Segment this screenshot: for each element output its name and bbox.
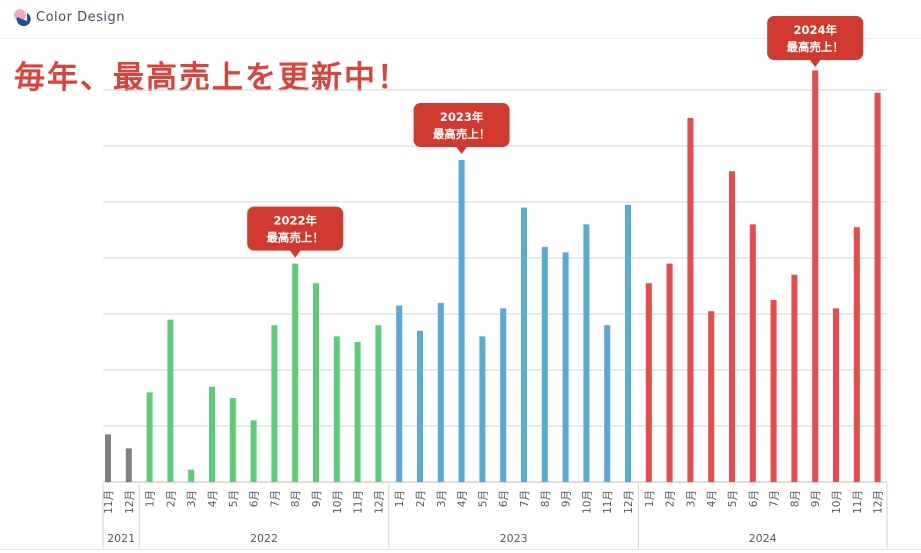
x-tick-label: 3月: [685, 490, 697, 507]
bar: [250, 420, 257, 482]
x-tick-label: 10月: [332, 490, 344, 514]
bar: [853, 227, 860, 482]
x-tick-label: 7月: [269, 490, 281, 507]
x-tick-label: 12月: [873, 490, 885, 514]
bar: [666, 263, 673, 482]
bar: [812, 70, 819, 483]
bar: [333, 336, 340, 482]
bar: [209, 386, 215, 482]
callout-text: 最高売上！: [433, 127, 491, 141]
bar: [500, 308, 507, 482]
bar: [229, 398, 236, 482]
x-tick-label: 5月: [727, 490, 739, 507]
bar: [749, 224, 756, 482]
bar: [313, 283, 319, 482]
x-tick-label: 5月: [477, 490, 489, 507]
bar: [479, 336, 486, 482]
year-label: 2022: [250, 532, 278, 545]
x-tick-label: 11月: [602, 490, 614, 514]
callout-box: [247, 206, 344, 251]
x-tick-label: 3月: [436, 490, 448, 507]
x-tick-label: 4月: [457, 490, 469, 507]
x-tick-label: 8月: [789, 490, 801, 507]
x-tick-label: 5月: [228, 490, 240, 507]
x-tick-label: 9月: [561, 490, 573, 507]
bar: [437, 302, 444, 482]
x-tick-label: 3月: [186, 490, 198, 507]
callout-pointer: [289, 249, 302, 258]
bar: [188, 469, 195, 482]
x-tick-label: 1月: [394, 490, 406, 507]
bar: [105, 434, 111, 482]
callout-pointer: [809, 59, 822, 67]
x-tick-label: 6月: [748, 490, 760, 507]
callout-pointer: [455, 146, 468, 154]
bar: [833, 308, 839, 482]
bar: [770, 300, 777, 482]
bar: [645, 283, 652, 482]
bar: [292, 263, 299, 482]
bar: [146, 392, 153, 482]
app-header: Color Design: [0, 0, 921, 39]
x-tick-label: 8月: [290, 490, 302, 507]
x-tick-label: 11月: [103, 490, 115, 514]
x-tick-label: 8月: [540, 490, 552, 507]
bar: [271, 325, 278, 482]
color-design-logo-icon: [14, 9, 31, 27]
x-tick-label: 1月: [644, 490, 656, 507]
bar: [521, 207, 527, 482]
x-tick-label: 10月: [581, 490, 593, 514]
x-tick-label: 2月: [165, 490, 177, 507]
x-tick-label: 11月: [353, 490, 365, 514]
x-tick-label: 6月: [498, 490, 510, 507]
x-tick-label: 2月: [415, 490, 427, 507]
bar: [729, 171, 735, 482]
bar: [791, 274, 798, 482]
x-tick-label: 7月: [769, 490, 781, 507]
x-tick-label: 9月: [311, 490, 323, 507]
bar: [375, 325, 382, 482]
callout-year: 2022年: [273, 214, 317, 228]
bar: [562, 252, 569, 482]
callout-text: 最高売上！: [786, 40, 844, 54]
x-tick-label: 12月: [124, 490, 136, 514]
bar: [541, 246, 548, 482]
callout-box: [413, 103, 510, 147]
callout-year: 2024年: [793, 23, 837, 37]
brand-name: Color Design: [36, 10, 125, 25]
bar: [167, 319, 174, 482]
x-tick-label: 12月: [623, 490, 635, 514]
year-label: 2024: [749, 532, 777, 545]
year-label: 2021: [107, 532, 135, 545]
x-tick-label: 6月: [249, 490, 261, 507]
bar: [625, 204, 631, 483]
bar: [687, 118, 694, 482]
callout-year: 2023年: [440, 110, 484, 124]
x-tick-label: 7月: [519, 490, 531, 507]
x-tick-label: 2月: [665, 490, 677, 507]
bar: [708, 311, 715, 482]
bar: [604, 325, 611, 482]
x-tick-label: 10月: [831, 490, 843, 514]
bar: [396, 305, 403, 482]
x-tick-label: 9月: [810, 490, 822, 507]
x-tick-label: 12月: [373, 490, 385, 514]
callout-text: 最高売上！: [266, 231, 324, 245]
callout-box: [767, 16, 864, 60]
x-tick-label: 1月: [145, 490, 157, 507]
bar: [354, 342, 361, 482]
bar: [417, 330, 423, 482]
divider: [0, 549, 921, 550]
year-label: 2023: [500, 532, 528, 545]
bar: [583, 224, 590, 482]
x-tick-label: 4月: [706, 490, 718, 507]
bar: [874, 92, 881, 483]
x-tick-label: 4月: [207, 490, 219, 507]
x-tick-label: 11月: [852, 490, 864, 514]
bar: [458, 160, 465, 482]
bar: [125, 448, 132, 482]
